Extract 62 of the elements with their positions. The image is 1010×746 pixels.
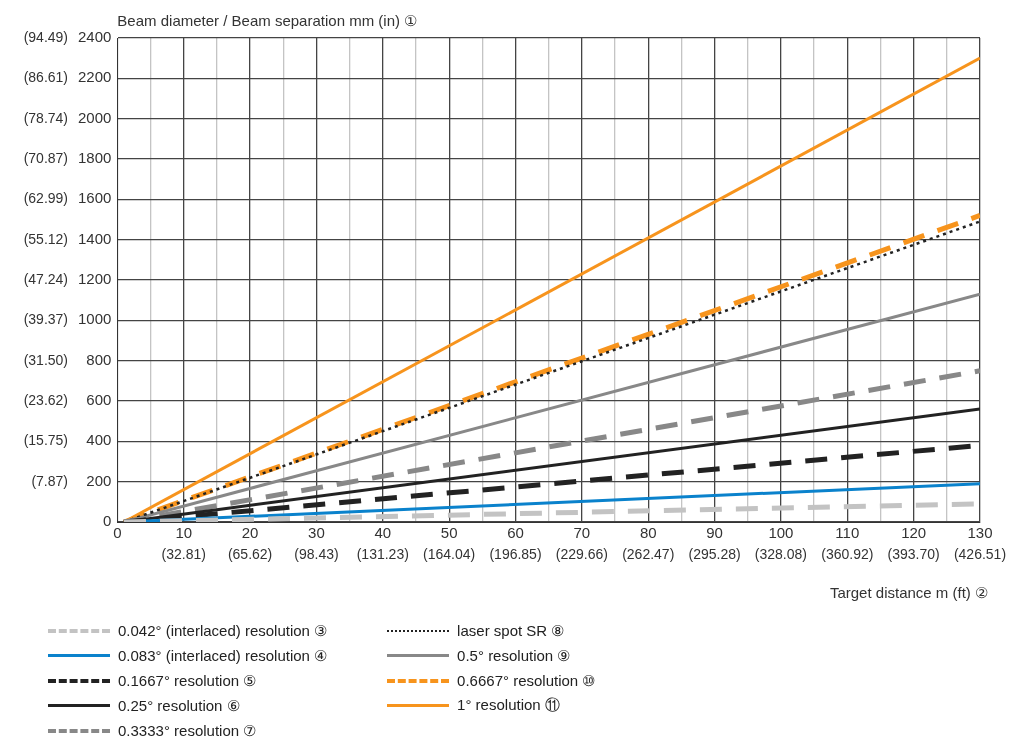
x-tick-label: 40 — [374, 524, 392, 542]
x2-tick-label: (426.51) — [953, 545, 1007, 562]
y-tick-label: 400 — [86, 431, 112, 449]
y-tick-label: 1400 — [77, 229, 112, 247]
legend-label: 0.25° resolution ⑥ — [118, 696, 240, 715]
x2-tick-label: (262.47) — [622, 545, 675, 562]
x-tick-label: 30 — [308, 524, 325, 542]
legend-label: 0.3333° resolution ⑦ — [118, 721, 257, 740]
x2-tick-label: (295.28) — [688, 545, 741, 562]
x2-tick-label: (98.43) — [294, 545, 339, 562]
y2-tick-label: (7.87) — [31, 472, 68, 489]
legend-label: 1° resolution ⑪ — [457, 696, 560, 715]
y-tick-label: 1000 — [77, 310, 112, 328]
y2-tick-label: (31.50) — [23, 351, 68, 368]
x-tick-label: 110 — [835, 524, 860, 542]
x2-tick-label: (393.70) — [887, 545, 940, 562]
y2-tick-label: (62.99) — [23, 190, 68, 207]
x2-tick-label: (328.08) — [754, 545, 807, 562]
y2-tick-label: (39.37) — [23, 311, 68, 328]
x-tick-label: 90 — [706, 524, 723, 542]
legend-label: 0.5° resolution ⑨ — [457, 646, 571, 665]
x-tick-label: 50 — [440, 524, 458, 542]
x-tick-label: 120 — [901, 524, 927, 542]
x-tick-label: 100 — [768, 524, 794, 542]
x-tick-label: 10 — [175, 524, 193, 542]
x2-tick-label: (360.92) — [821, 545, 874, 562]
legend-label: 0.083° (interlaced) resolution ④ — [118, 646, 328, 665]
y-tick-label: 2200 — [77, 68, 112, 86]
y-tick-label: 1600 — [77, 189, 112, 207]
y-tick-label: 0 — [103, 512, 112, 530]
y-tick-label: 1800 — [77, 149, 112, 167]
x2-tick-label: (32.81) — [161, 545, 206, 562]
x-axis-title: Target distance m (ft) ② — [829, 584, 988, 602]
y2-tick-label: (15.75) — [23, 432, 68, 449]
y2-tick-label: (86.61) — [23, 69, 68, 86]
y2-tick-label: (70.87) — [23, 149, 68, 166]
y2-tick-label: (78.74) — [23, 109, 68, 126]
legend-label: 0.1667° resolution ⑤ — [118, 671, 257, 690]
y-tick-label: 1200 — [77, 270, 112, 288]
x2-tick-label: (229.66) — [555, 545, 608, 562]
x2-tick-label: (131.23) — [356, 545, 409, 562]
y2-tick-label: (94.49) — [23, 28, 68, 45]
y-tick-label: 2400 — [77, 28, 112, 46]
x2-tick-label: (196.85) — [489, 545, 542, 562]
x-tick-label: 130 — [967, 524, 993, 542]
y-axis-title: Beam diameter / Beam separation mm (in) ① — [117, 12, 418, 30]
y-tick-label: 200 — [86, 471, 112, 489]
y2-tick-label: (23.62) — [23, 391, 68, 408]
x-tick-label: 20 — [241, 524, 259, 542]
y-tick-label: 600 — [86, 391, 112, 409]
x-tick-label: 70 — [573, 524, 591, 542]
y-tick-label: 2000 — [77, 108, 112, 126]
y2-tick-label: (47.24) — [23, 270, 68, 287]
x-tick-label: 80 — [639, 524, 657, 542]
legend-label: 0.6667° resolution ⑩ — [457, 671, 596, 690]
x2-tick-label: (164.04) — [423, 545, 476, 562]
legend-label: laser spot SR ⑧ — [457, 621, 565, 640]
y2-tick-label: (55.12) — [23, 230, 68, 247]
x2-tick-label: (65.62) — [227, 545, 273, 562]
y-tick-label: 800 — [86, 350, 112, 368]
legend-label: 0.042° (interlaced) resolution ③ — [118, 621, 328, 640]
x-tick-label: 60 — [507, 524, 524, 542]
